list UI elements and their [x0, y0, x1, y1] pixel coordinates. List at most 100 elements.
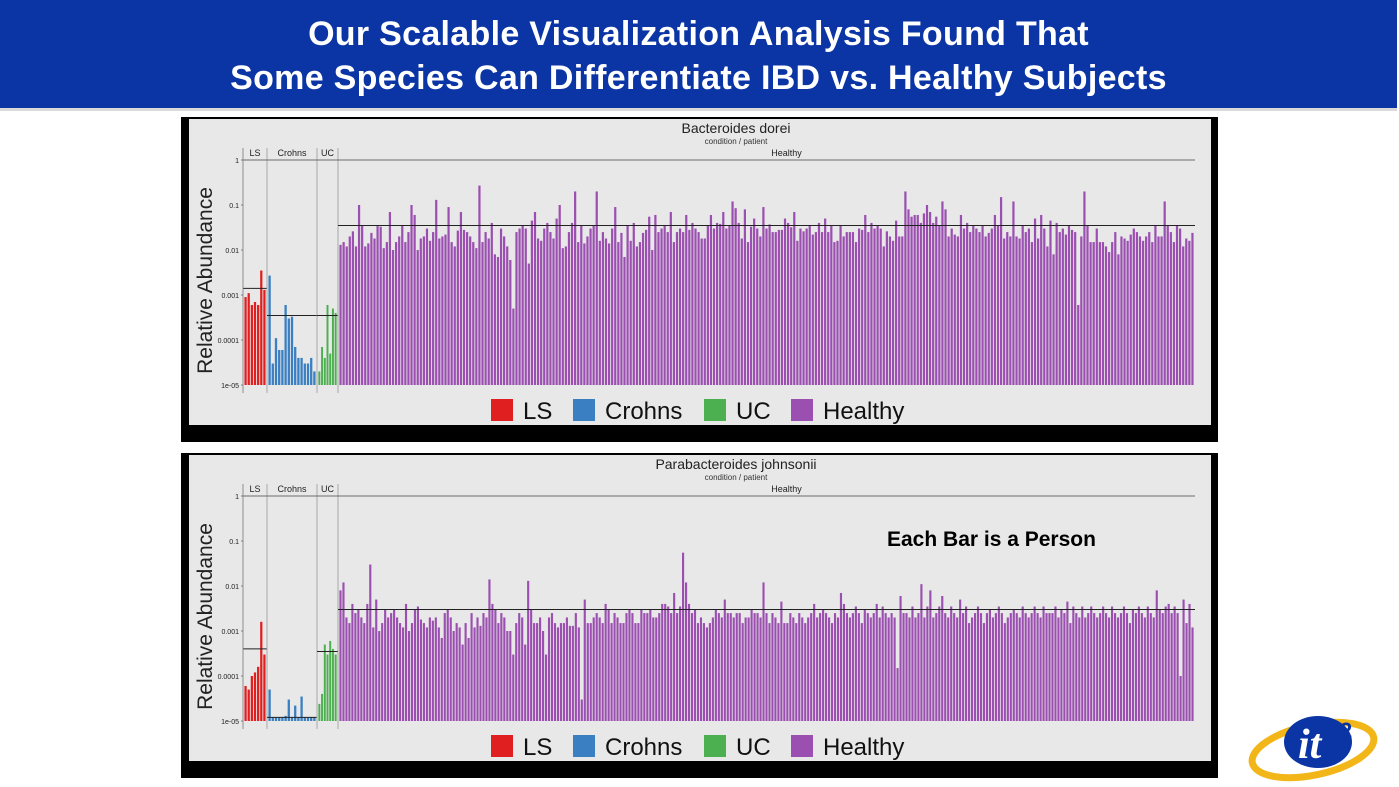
bar-healthy [512, 654, 515, 721]
bar-healthy [521, 225, 524, 385]
bar-healthy [944, 209, 947, 385]
bar-healthy [342, 582, 345, 721]
bar-healthy [620, 232, 623, 385]
bar-healthy [798, 613, 801, 721]
bar-healthy [626, 225, 629, 385]
chart-subtitle: condition / patient [705, 473, 768, 482]
bar-crohns [278, 717, 281, 721]
bar-healthy [530, 220, 534, 385]
bar-healthy [925, 205, 929, 385]
bar-healthy [487, 238, 490, 385]
bar-healthy [905, 613, 908, 721]
bar-healthy [1074, 232, 1077, 385]
bar-healthy [1003, 238, 1006, 385]
bar-healthy [1146, 606, 1149, 721]
bar-healthy [714, 609, 717, 721]
bar-healthy [565, 617, 568, 721]
bar-healthy [363, 623, 366, 721]
bar-crohns [297, 717, 300, 721]
bar-healthy [625, 613, 628, 721]
legend-swatch-crohns [573, 399, 595, 421]
bar-healthy [899, 595, 902, 721]
bar-healthy [953, 234, 956, 385]
bar-healthy [515, 623, 518, 721]
bar-healthy [1145, 236, 1148, 385]
bar-healthy [601, 232, 605, 385]
bar-healthy [822, 609, 825, 721]
bar-healthy [990, 228, 993, 385]
bar-healthy [387, 617, 390, 721]
bar-healthy [741, 623, 744, 721]
bar-healthy [622, 623, 625, 721]
bar-healthy [982, 623, 986, 721]
bar-ls [253, 301, 257, 385]
bar-healthy [1134, 613, 1137, 721]
bar-crohns [313, 717, 316, 721]
bar-healthy [771, 232, 774, 385]
bar-healthy [628, 609, 631, 721]
bar-healthy [422, 623, 425, 721]
bar-healthy [753, 218, 756, 385]
bar-healthy [484, 232, 487, 385]
bar-healthy [623, 256, 626, 385]
legend-label-healthy: Healthy [823, 398, 904, 425]
bar-healthy [756, 228, 759, 385]
bar-healthy [749, 226, 753, 385]
bar-healthy [888, 236, 892, 385]
bar-healthy [1099, 613, 1102, 721]
bar-healthy [830, 623, 834, 721]
group-label-ls: LS [249, 148, 260, 158]
bar-healthy [598, 240, 601, 385]
bar-healthy [645, 229, 648, 385]
bar-healthy [354, 613, 357, 721]
bar-healthy [614, 207, 617, 385]
legend-swatch-uc [704, 735, 726, 757]
bar-healthy [783, 623, 786, 721]
bar-healthy [1009, 236, 1012, 385]
bar-healthy [652, 617, 655, 721]
bar-healthy [679, 606, 682, 721]
bar-healthy [465, 232, 469, 385]
bar-healthy [1154, 225, 1157, 385]
bar-healthy [586, 236, 589, 385]
bar-healthy [827, 617, 831, 721]
bar-crohns [306, 717, 310, 721]
bar-healthy [1172, 242, 1176, 385]
legend-label-healthy: Healthy [823, 734, 904, 761]
bar-healthy [1141, 240, 1145, 385]
bar-healthy [385, 242, 388, 385]
bar-healthy [1069, 623, 1072, 721]
bar-healthy [601, 623, 604, 721]
bar-healthy [342, 242, 345, 385]
bar-healthy [559, 623, 563, 721]
bar-healthy [1072, 606, 1075, 721]
bar-uc [318, 703, 321, 721]
chart-title: Parabacteroides johnsonii [655, 456, 816, 472]
bar-crohns [287, 318, 290, 385]
bar-healthy [443, 613, 446, 721]
bar-healthy [1012, 201, 1015, 385]
bar-healthy [678, 228, 682, 385]
bar-healthy [762, 582, 765, 721]
bar-healthy [682, 232, 685, 385]
bar-healthy [1009, 613, 1012, 721]
bar-crohns [303, 363, 306, 385]
bar-healthy [577, 627, 580, 721]
bar-healthy [819, 613, 822, 721]
bar-healthy [1024, 232, 1027, 385]
bar-healthy [546, 222, 549, 385]
bar-healthy [446, 609, 449, 721]
bar-healthy [660, 228, 663, 385]
bar-healthy [901, 236, 904, 385]
bar-healthy [802, 231, 805, 385]
bar-healthy [824, 218, 827, 385]
bar-healthy [530, 609, 533, 721]
group-label-uc: UC [321, 148, 334, 158]
bar-healthy [792, 617, 795, 721]
bar-healthy [461, 644, 464, 721]
bar-healthy [1003, 623, 1006, 721]
bar-healthy [503, 617, 506, 721]
bar-healthy [926, 606, 929, 721]
bar-healthy [970, 617, 974, 721]
bar-healthy [1188, 603, 1191, 721]
